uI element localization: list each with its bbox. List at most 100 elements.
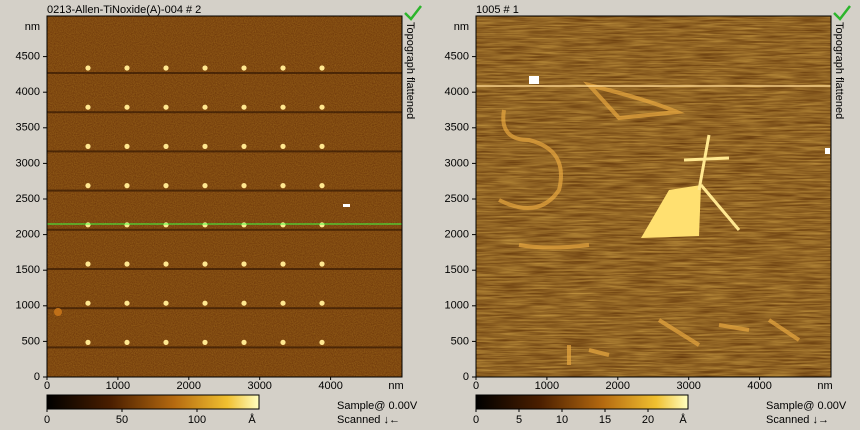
y-tick-label: 4000 — [16, 86, 40, 98]
x-tick-label: 1000 — [106, 380, 130, 392]
colorbar — [475, 394, 689, 410]
dot — [163, 300, 169, 306]
y-tick-label: 2500 — [445, 193, 469, 205]
colorbar-label: 5 — [516, 414, 522, 426]
colorbar-label: 50 — [116, 414, 128, 426]
scan-streak — [47, 111, 402, 114]
dot — [124, 339, 130, 345]
dot — [163, 339, 169, 345]
dot — [241, 183, 247, 189]
scan-streak — [47, 189, 402, 192]
x-unit: nm — [817, 380, 832, 392]
y-tick-label: 3500 — [16, 122, 40, 134]
y-tick-label: 4500 — [16, 51, 40, 63]
dot — [280, 300, 286, 306]
dot — [163, 143, 169, 149]
dot — [85, 104, 91, 110]
scan-streak — [47, 72, 402, 74]
x-tick-label: 3000 — [676, 380, 700, 392]
y-tick-label: 3500 — [445, 122, 469, 134]
scan-label: Scanned ↓← — [337, 414, 400, 426]
dot — [85, 261, 91, 267]
dot — [202, 143, 208, 149]
x-tick-label: 1000 — [535, 380, 559, 392]
dot — [202, 222, 208, 228]
y-tick-label: 1000 — [16, 300, 40, 312]
dot — [241, 104, 247, 110]
y-tick-label: 2000 — [16, 229, 40, 241]
dot — [202, 183, 208, 189]
y-tick-label: 3000 — [16, 157, 40, 169]
dot — [202, 104, 208, 110]
dot — [280, 143, 286, 149]
colorbar-label: 0 — [473, 414, 479, 426]
scan-label: Scanned ↓→ — [766, 414, 829, 426]
scan-streak — [47, 228, 402, 231]
colorbar-label: 100 — [188, 414, 206, 426]
scan-streak — [47, 150, 402, 153]
y-tick-label: 3000 — [445, 157, 469, 169]
dot — [85, 65, 91, 71]
panel-title: 1005 # 1 — [476, 4, 519, 16]
dot — [124, 143, 130, 149]
y-tick-label: 0 — [34, 371, 40, 383]
dot — [280, 222, 286, 228]
side-label: Topograph flattened — [833, 22, 845, 119]
y-tick-label: 2500 — [16, 193, 40, 205]
y-tick-label: 1000 — [445, 300, 469, 312]
dot — [85, 183, 91, 189]
x-tick-label: 2000 — [606, 380, 630, 392]
scan-streak — [47, 346, 402, 349]
panel: 1005 # 1 Topograph flattened nm 0 500 1000 150… — [445, 4, 851, 426]
feature — [498, 109, 563, 210]
colorbar — [46, 394, 260, 410]
bias-label: Sample@ 0.00V — [337, 400, 418, 412]
dot — [163, 65, 169, 71]
dot — [202, 339, 208, 345]
image-texture — [47, 16, 402, 377]
y-tick-label: 500 — [451, 335, 469, 347]
image-frame — [475, 15, 832, 378]
dot — [241, 65, 247, 71]
dot — [163, 104, 169, 110]
speck — [54, 308, 62, 316]
x-tick-label: 4000 — [318, 380, 342, 392]
colorbar-unit: Å — [248, 413, 256, 426]
dot — [85, 143, 91, 149]
dot — [241, 300, 247, 306]
dot — [124, 104, 130, 110]
scan-streak — [47, 268, 402, 270]
dot — [124, 65, 130, 71]
panel-title: 0213-Allen-TiNoxide(A)-004 # 2 — [47, 4, 201, 16]
dot — [319, 104, 325, 110]
dot — [124, 300, 130, 306]
dot — [319, 143, 325, 149]
checkmark — [404, 5, 422, 21]
dot — [202, 300, 208, 306]
dot — [319, 222, 325, 228]
y-tick-label: 4000 — [445, 86, 469, 98]
dot — [85, 339, 91, 345]
dot — [319, 339, 325, 345]
scan-streak — [47, 307, 402, 310]
feature — [683, 134, 741, 231]
dot — [202, 65, 208, 71]
speck — [529, 76, 539, 84]
image-frame — [46, 15, 403, 378]
feature — [583, 81, 685, 121]
dot — [163, 261, 169, 267]
dot — [241, 143, 247, 149]
colorbar-label: 10 — [556, 414, 568, 426]
y-tick-label: 1500 — [445, 264, 469, 276]
y-tick-label: 0 — [463, 371, 469, 383]
y-tick-label: 500 — [22, 335, 40, 347]
dot — [85, 222, 91, 228]
y-unit: nm — [454, 21, 469, 33]
x-tick-label: 0 — [44, 380, 50, 392]
scan-streak — [476, 85, 831, 87]
x-tick-label: 4000 — [747, 380, 771, 392]
dot — [124, 261, 130, 267]
dot — [241, 222, 247, 228]
dot — [241, 261, 247, 267]
